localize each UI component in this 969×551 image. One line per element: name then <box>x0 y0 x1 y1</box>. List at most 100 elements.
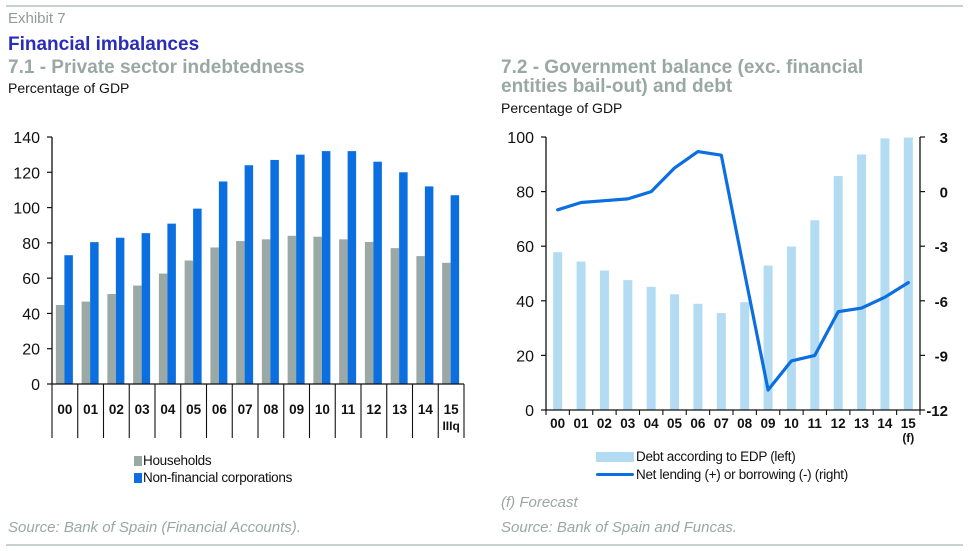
x-tick-label: 10 <box>315 402 330 417</box>
right-y-tick-label: 3 <box>940 130 948 147</box>
y-tick-label: 140 <box>13 130 40 147</box>
households-bar <box>210 247 219 384</box>
x-tick-label: 08 <box>263 402 279 417</box>
panel1-source: Source: Bank of Spain (Financial Account… <box>8 519 301 536</box>
households-bar <box>184 260 194 384</box>
net-lending-legend-label: Net lending (+) or borrowing (-) (right) <box>636 467 848 482</box>
x-tick-label: 08 <box>737 416 753 431</box>
debt-bar <box>903 137 913 410</box>
households-bar <box>442 262 451 384</box>
corporations-bar <box>270 159 279 384</box>
corporations-bar <box>193 208 202 384</box>
debt-bar <box>763 265 773 410</box>
net-lending-line <box>556 150 910 392</box>
corporations-bar <box>141 233 151 384</box>
bottom-rule <box>6 544 963 546</box>
households-bar <box>133 285 142 384</box>
debt-bar <box>599 270 609 410</box>
chart2-legend-debt: Debt according to EDP (left) <box>596 449 796 464</box>
debt-bar <box>693 303 703 410</box>
exhibit-label: Exhibit 7 <box>8 10 66 27</box>
corporations-bar <box>399 172 408 384</box>
x-tick-label: 12 <box>366 402 381 417</box>
corporations-bar <box>115 237 125 384</box>
households-bar <box>158 273 168 384</box>
panel1-title: 7.1 - Private sector indebtedness <box>8 57 305 78</box>
main-title: Financial imbalances <box>8 34 200 55</box>
x-tick-label: 11 <box>341 402 356 417</box>
x-tick-label: 03 <box>620 416 636 431</box>
households-bar <box>55 304 65 384</box>
households-bar <box>390 248 400 384</box>
y-tick-label: 60 <box>22 271 40 288</box>
x-tick-label: 14 <box>877 416 893 431</box>
x-tick-label: 02 <box>597 416 612 431</box>
corporations-bar <box>64 255 73 384</box>
y-tick-label: 100 <box>13 201 40 218</box>
corporations-bar <box>373 161 382 384</box>
x-tick-label: 07 <box>238 402 253 417</box>
left-y-tick-label: 20 <box>516 348 534 365</box>
right-y-tick-label: 0 <box>940 185 948 202</box>
x-tick-label: 01 <box>83 402 99 417</box>
debt-bar <box>576 261 586 410</box>
x-tick-label: 13 <box>392 402 408 417</box>
debt-bar <box>670 294 680 410</box>
chart1-legend-households: Households <box>134 453 212 468</box>
debt-bar <box>810 220 820 410</box>
right-y-tick-label: -6 <box>935 294 948 311</box>
chart1-legend-corporations: Non-financial corporations <box>134 470 292 485</box>
corporations-bar <box>218 181 228 384</box>
debt-bar <box>740 302 750 410</box>
households-bar <box>287 235 297 384</box>
x-tick-label: 06 <box>212 402 228 417</box>
households-bar <box>81 301 91 384</box>
households-swatch <box>134 455 142 466</box>
x-tick-sublabel: (f) <box>902 431 914 445</box>
corporations-bar <box>296 154 305 384</box>
corporations-legend-label: Non-financial corporations <box>143 470 293 485</box>
corporations-swatch <box>134 472 142 483</box>
debt-bar <box>646 286 656 410</box>
x-tick-label: 00 <box>550 416 565 431</box>
x-tick-label: 11 <box>808 416 823 431</box>
x-tick-label: 15 <box>444 402 460 417</box>
corporations-bar <box>90 242 99 384</box>
households-bar <box>364 241 374 384</box>
net-lending-swatch <box>596 473 634 476</box>
panel2-title-line1: 7.2 - Government balance (exc. financial <box>501 57 864 78</box>
corporations-bar <box>244 165 254 384</box>
debt-bar <box>857 154 867 410</box>
debt-bar <box>553 252 563 410</box>
x-tick-label: 06 <box>690 416 706 431</box>
y-tick-label: 120 <box>13 165 40 182</box>
debt-bar <box>716 313 726 410</box>
corporations-bar <box>347 151 357 384</box>
y-tick-label: 80 <box>22 236 40 253</box>
corporations-bar <box>424 186 434 384</box>
corporations-bar <box>321 151 331 384</box>
top-rule <box>6 5 963 7</box>
left-y-tick-label: 80 <box>516 185 534 202</box>
x-tick-label: 05 <box>667 416 683 431</box>
x-tick-label: 10 <box>784 416 799 431</box>
households-bar <box>339 239 348 384</box>
panel2-title-line2: entities bail-out) and debt <box>501 76 733 97</box>
x-tick-label: 14 <box>418 402 434 417</box>
x-tick-label: 03 <box>135 402 151 417</box>
x-tick-label: 09 <box>289 402 304 417</box>
x-tick-label: 01 <box>574 416 590 431</box>
x-tick-label: 02 <box>109 402 124 417</box>
x-tick-label: 05 <box>186 402 202 417</box>
households-bar <box>236 241 245 384</box>
right-y-tick-label: -12 <box>926 403 948 420</box>
corporations-bar <box>450 195 460 384</box>
x-tick-label: 04 <box>644 416 660 431</box>
left-y-tick-label: 0 <box>525 403 534 420</box>
left-y-tick-label: 40 <box>516 294 534 311</box>
x-tick-label: 00 <box>57 402 72 417</box>
x-tick-label: 15 <box>901 416 917 431</box>
right-y-tick-label: -3 <box>935 239 948 256</box>
x-tick-label: 13 <box>854 416 870 431</box>
